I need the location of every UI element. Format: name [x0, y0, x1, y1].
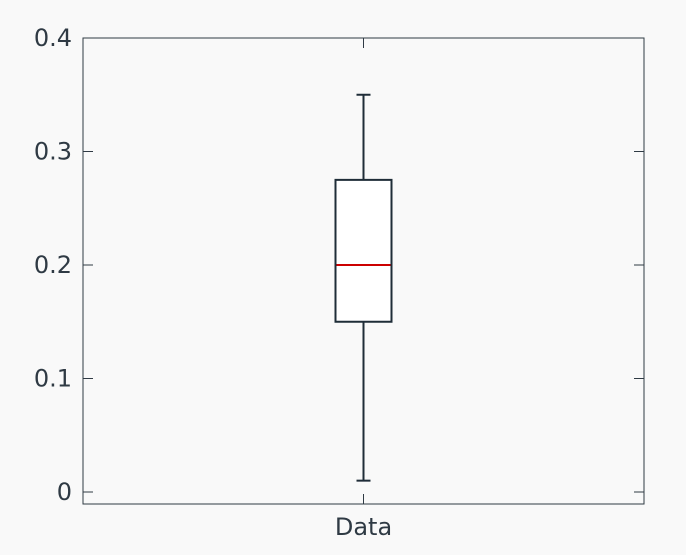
iqr-box: [334, 178, 393, 323]
y-tick-label: 0.2: [34, 251, 72, 279]
y-tick-label: 0.1: [34, 365, 72, 393]
y-tick-label: 0.4: [34, 24, 72, 52]
y-tick-label: 0.3: [34, 138, 72, 166]
y-tick-label: 0: [57, 478, 72, 506]
boxes: [334, 93, 393, 482]
x-category-label: Data: [335, 513, 392, 541]
y-ticks: [83, 37, 644, 504]
labels: 0 0.1 0.2 0.3 0.4 Data: [34, 24, 392, 541]
